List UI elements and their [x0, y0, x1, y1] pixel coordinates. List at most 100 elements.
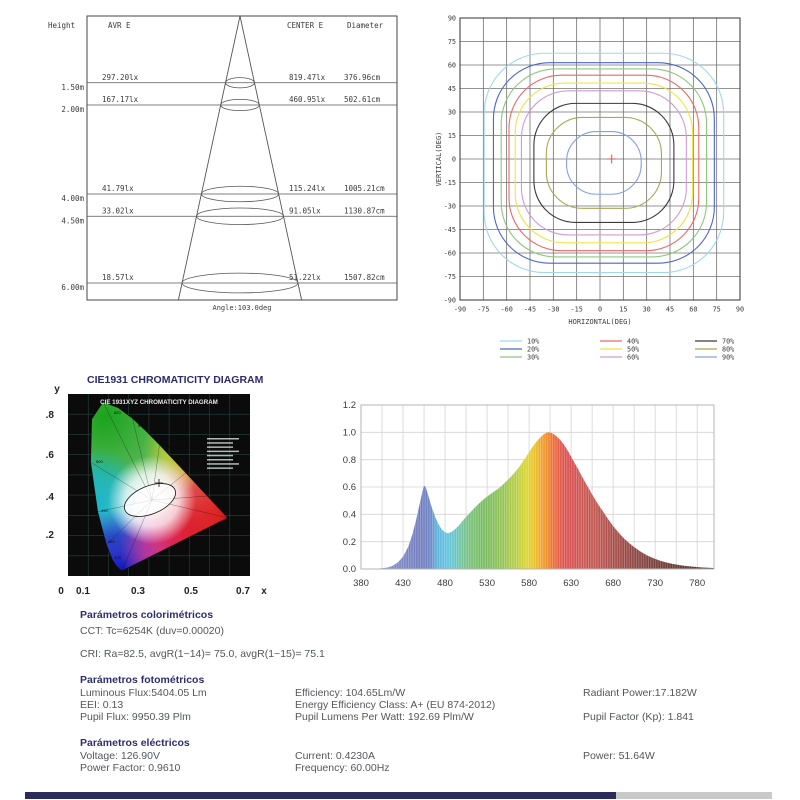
x-tick-label: 45	[666, 306, 674, 314]
cie-y-tick: .4	[46, 492, 55, 503]
cie-side-text-row	[207, 459, 233, 461]
wavelength-label: 560	[166, 444, 173, 449]
x-tick-label: 90	[736, 306, 744, 314]
beam-cone-diagram: Height AVR E CENTER E Diameter 1.50m 297.20lx…	[48, 15, 398, 312]
contour-level-70%	[533, 102, 675, 224]
spec-x-tick: 730	[647, 578, 663, 589]
cie-x-tick: 0.1	[76, 586, 90, 597]
height-value: 6.00m	[61, 283, 84, 292]
x-tick-label: -75	[477, 306, 489, 314]
cie-side-text-row	[207, 446, 233, 448]
center-e-value: 91.05lx	[289, 206, 321, 215]
eei-value: EEI: 0.13	[80, 699, 124, 711]
y-tick-label: -45	[444, 226, 456, 234]
x-axis-label: HORIZONTAL(DEG)	[568, 318, 631, 326]
cie-side-text-row	[207, 467, 233, 469]
photometric-section-title: Parámetros fotométricos	[80, 674, 205, 686]
spec-y-tick: 0.8	[343, 455, 356, 466]
avr-e-value: 297.20lx	[102, 73, 139, 82]
wavelength-label: 480	[108, 539, 115, 544]
wavelength-label: 490	[101, 508, 108, 513]
height-value: 1.50m	[61, 83, 84, 92]
spec-y-tick: 1.0	[343, 428, 356, 439]
center-e-value: 460.95lx	[289, 95, 326, 104]
planckian-ellipse	[124, 483, 176, 517]
legend-label: 30%	[527, 354, 539, 362]
spec-x-tick: 630	[563, 578, 579, 589]
cie-x-tick: 0.7	[236, 586, 250, 597]
cone-side-left	[177, 15, 241, 301]
efficiency-value: Efficiency: 104.65Lm/W	[295, 687, 406, 699]
y-tick-label: -15	[444, 179, 456, 187]
legend-label: 20%	[527, 346, 539, 354]
cone-side-right	[239, 15, 303, 301]
isocandela-contour-chart: -90 -90 -75 -75 -60 -60 -45 -45 -30 -30 -15 -15 0 0 15…	[435, 14, 744, 362]
electrical-section-title: Parámetros eléctricos	[80, 737, 190, 749]
wavelength-label: 470	[114, 555, 121, 560]
y-tick-label: 0	[452, 155, 456, 163]
avr-e-value: 18.57lx	[102, 273, 134, 282]
y-tick-label: -30	[444, 202, 456, 210]
legend-label: 70%	[722, 338, 734, 346]
cie-y-tick: .2	[46, 530, 55, 541]
cie-x-axis-label: x	[261, 586, 267, 597]
wavelength-label: 540	[138, 423, 145, 428]
y-axis-label: VERTICAL(DEG)	[435, 132, 443, 187]
contour-level-20%	[492, 62, 715, 264]
y-tick-label: -60	[444, 249, 456, 257]
contour-level-90%	[566, 131, 642, 195]
beam-ellipse	[225, 77, 255, 89]
beam-ellipse	[181, 272, 299, 294]
power-factor-value: Power Factor: 0.9610	[80, 762, 181, 774]
legend-label: 80%	[722, 346, 734, 354]
beam-ellipse	[200, 185, 280, 203]
x-tick-label: -45	[524, 306, 536, 314]
x-tick-label: -15	[571, 306, 583, 314]
contour-level-40%	[508, 74, 700, 252]
spec-y-tick: 0.4	[343, 510, 356, 521]
energy-class-value: Energy Efficiency Class: A+ (EU 874-2012…	[295, 699, 496, 711]
cie-x-tick: 0.5	[184, 586, 198, 597]
diameter-value: 1130.87cm	[344, 206, 385, 215]
y-tick-label: 90	[448, 14, 456, 22]
cie-chromaticity-diagram: CIE1931 CHROMATICITY DIAGRAM y CIE 1931XYZ…	[46, 374, 268, 597]
wavelength-label: 520	[114, 410, 121, 415]
cie-y-tick: .6	[46, 450, 55, 461]
y-tick-label: 60	[448, 61, 456, 69]
spec-y-tick: 1.2	[343, 400, 356, 411]
legend-label: 50%	[627, 346, 639, 354]
cie-side-text-row	[207, 454, 233, 457]
beam-ellipse	[196, 207, 284, 225]
beam-angle-label: Angle:103.0deg	[212, 304, 271, 312]
col-header-avr-e: AVR E	[108, 21, 131, 30]
colorimetric-section-title: Parámetros colorimétricos	[80, 609, 214, 621]
spec-frame	[360, 404, 715, 570]
x-tick-label: -30	[547, 306, 559, 314]
spectrum-area-striation	[361, 432, 715, 569]
legend-label: 60%	[627, 354, 639, 362]
contour-level-10%	[483, 52, 725, 274]
y-tick-label: 75	[448, 38, 456, 46]
footer-bar-secondary	[616, 792, 772, 799]
avr-e-value: 33.02lx	[102, 206, 134, 215]
cone-frame	[86, 15, 398, 301]
cie-x-tick: 0.3	[131, 586, 145, 597]
spec-x-tick: 530	[479, 578, 495, 589]
wavelength-label: 600	[210, 490, 217, 495]
voltage-value: Voltage: 126.90V	[80, 750, 160, 762]
spec-x-tick: 580	[521, 578, 537, 589]
contour-level-30%	[500, 68, 708, 258]
x-tick-label: 60	[689, 306, 697, 314]
cie-inner-title: CIE 1931XYZ CHROMATICITY DIAGRAM	[100, 399, 218, 406]
iso-line	[102, 401, 153, 501]
pupil-factor-value: Pupil Factor (Kp): 1.841	[583, 711, 694, 723]
spec-x-tick: 430	[395, 578, 411, 589]
spec-x-tick: 680	[605, 578, 621, 589]
cct-value: CCT: Tc=6254K (duv=0.00020)	[80, 625, 224, 637]
spec-x-tick: 380	[353, 578, 369, 589]
contour-level-60%	[520, 90, 687, 236]
spec-x-tick: 780	[689, 578, 705, 589]
y-tick-label: -75	[444, 273, 456, 281]
wavelength-label: 580	[190, 468, 197, 473]
beam-ellipse	[220, 98, 260, 112]
